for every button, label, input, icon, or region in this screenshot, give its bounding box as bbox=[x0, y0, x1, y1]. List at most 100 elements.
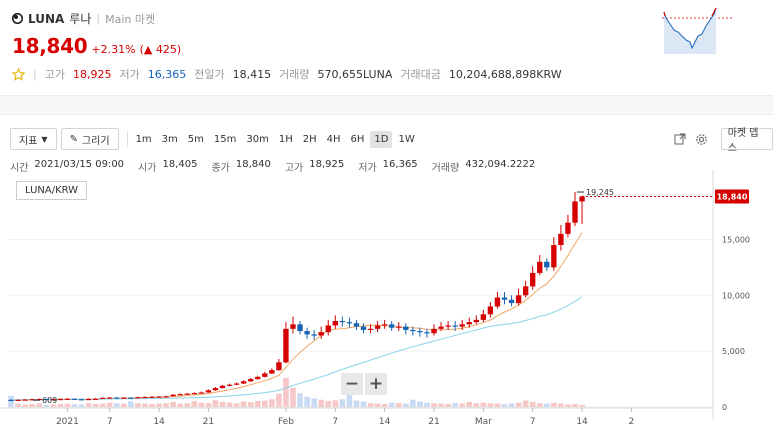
interval-1m[interactable]: 1m bbox=[135, 133, 152, 145]
candle-body bbox=[389, 324, 395, 328]
volume-bar bbox=[551, 402, 557, 407]
section-band bbox=[0, 95, 773, 115]
draw-button[interactable]: ✎ 그리기 bbox=[60, 128, 119, 150]
interval-30m[interactable]: 30m bbox=[246, 133, 269, 145]
volume-bar bbox=[128, 401, 134, 407]
candlestick-chart[interactable]: 15,000 10,000 5,000 0 2021 7 14 21 Feb 7 14 21 Mar 7 1… bbox=[0, 170, 773, 429]
zoom-controls: − + bbox=[341, 373, 387, 395]
volume-bar bbox=[22, 404, 28, 407]
ohlc-readout: 시간 2021/03/15 09:00 시가 18,405 종가 18,840 … bbox=[10, 159, 543, 174]
indicator-button[interactable]: 지표 ▼ bbox=[10, 128, 57, 150]
y-tick-label: 0 bbox=[722, 403, 727, 412]
volume-bar bbox=[240, 401, 247, 407]
volume-bar bbox=[99, 403, 106, 407]
interval-1h[interactable]: 1H bbox=[278, 133, 293, 145]
interval-3m[interactable]: 3m bbox=[161, 133, 178, 145]
candle-body bbox=[318, 332, 324, 336]
volume-bar bbox=[353, 400, 360, 407]
volume-bar bbox=[113, 403, 120, 407]
x-tick-label: 2 bbox=[629, 417, 635, 427]
interval-1w[interactable]: 1W bbox=[398, 133, 415, 145]
volume-bar bbox=[135, 403, 141, 407]
volume-bar bbox=[120, 403, 127, 407]
candle-body bbox=[494, 297, 501, 307]
volume-bar bbox=[85, 403, 92, 407]
candle-body bbox=[487, 306, 494, 315]
candle-body bbox=[367, 328, 374, 331]
candle-body bbox=[558, 233, 564, 246]
candle-body bbox=[8, 399, 14, 402]
volume-bar bbox=[50, 404, 57, 407]
volume-value: 570,655LUNA bbox=[317, 67, 393, 81]
volume-bar bbox=[261, 400, 268, 407]
luna-logo-icon bbox=[12, 13, 23, 24]
volume-bar bbox=[438, 403, 444, 407]
volume-bar bbox=[57, 404, 64, 407]
volume-bar bbox=[543, 403, 550, 407]
volume-bar bbox=[219, 401, 226, 407]
candle-body bbox=[515, 295, 522, 304]
candle-body bbox=[381, 324, 388, 326]
candle-body bbox=[297, 324, 303, 332]
ohlc-volume-value: 432,094.2222 bbox=[465, 159, 536, 170]
settings-gear-icon[interactable] bbox=[693, 131, 708, 147]
market-label[interactable]: Main 마켓 bbox=[105, 12, 156, 26]
volume-bar bbox=[156, 403, 162, 407]
interval-group: 1m 3m 5m 15m 30m 1H 2H 4H 6H 1D 1W bbox=[132, 130, 421, 148]
volume-bar bbox=[149, 404, 155, 407]
volume-bar bbox=[452, 403, 458, 407]
volume-bar bbox=[473, 403, 480, 407]
candle-body bbox=[544, 261, 550, 268]
volume-bar bbox=[515, 402, 522, 407]
candle-body bbox=[530, 272, 536, 287]
volume-bar bbox=[367, 403, 374, 407]
star-icon[interactable] bbox=[12, 67, 25, 81]
time-label: 시간 bbox=[10, 163, 29, 174]
candle-body bbox=[353, 323, 360, 327]
interval-15m[interactable]: 15m bbox=[213, 133, 237, 145]
popout-icon[interactable] bbox=[672, 131, 687, 147]
x-tick-label: 7 bbox=[530, 417, 536, 427]
trade-amount-value: 10,204,688,898KRW bbox=[448, 67, 562, 81]
candle-body bbox=[396, 326, 402, 328]
volume-bar bbox=[142, 403, 148, 407]
candle-body bbox=[240, 381, 247, 384]
volume-bar bbox=[304, 396, 310, 407]
volume-bar bbox=[290, 387, 296, 407]
stats-row: | 고가 18,925 저가 16,365 전일가 18,415 거래량 570… bbox=[12, 66, 562, 82]
zoom-in-button[interactable]: + bbox=[365, 373, 387, 395]
volume-bar bbox=[170, 401, 176, 407]
volume-bar bbox=[283, 377, 289, 407]
zoom-out-button[interactable]: − bbox=[341, 373, 363, 395]
volume-bar bbox=[508, 403, 515, 407]
volume-bar bbox=[212, 400, 219, 407]
candle-body bbox=[15, 399, 21, 401]
coin-korean-name: 루나 bbox=[69, 12, 92, 26]
open-label: 시가 bbox=[138, 163, 157, 174]
pair-label: LUNA/KRW bbox=[16, 181, 88, 200]
ohlc-volume-label: 거래량 bbox=[431, 163, 460, 174]
high-value: 18,925 bbox=[72, 67, 112, 81]
market-depth-button[interactable]: 마켓 뎁스 bbox=[720, 128, 773, 154]
candle-body bbox=[325, 325, 331, 333]
interval-4h[interactable]: 4H bbox=[326, 133, 341, 145]
ohlc-high-label: 고가 bbox=[284, 163, 304, 174]
indicator-label: 지표 bbox=[19, 135, 38, 147]
candle-body bbox=[579, 196, 585, 202]
volume-bar bbox=[332, 400, 339, 407]
volume-bar bbox=[395, 403, 402, 407]
volume-bar bbox=[487, 403, 494, 407]
interval-2h[interactable]: 2H bbox=[302, 133, 317, 145]
low-value: 16,365 bbox=[147, 67, 187, 81]
volume-bar bbox=[177, 403, 184, 407]
prev-close-value: 18,415 bbox=[232, 67, 272, 81]
interval-5m[interactable]: 5m bbox=[187, 133, 204, 145]
max-marker-label: 19,245 bbox=[586, 188, 614, 197]
caret-down-icon: ▼ bbox=[41, 134, 48, 144]
volume-bar bbox=[64, 403, 71, 407]
volume-bar bbox=[529, 401, 536, 407]
candle-body bbox=[360, 326, 367, 330]
interval-6h[interactable]: 6H bbox=[350, 133, 365, 145]
interval-1d[interactable]: 1D bbox=[370, 130, 393, 148]
change-amount: 425 bbox=[155, 43, 177, 56]
